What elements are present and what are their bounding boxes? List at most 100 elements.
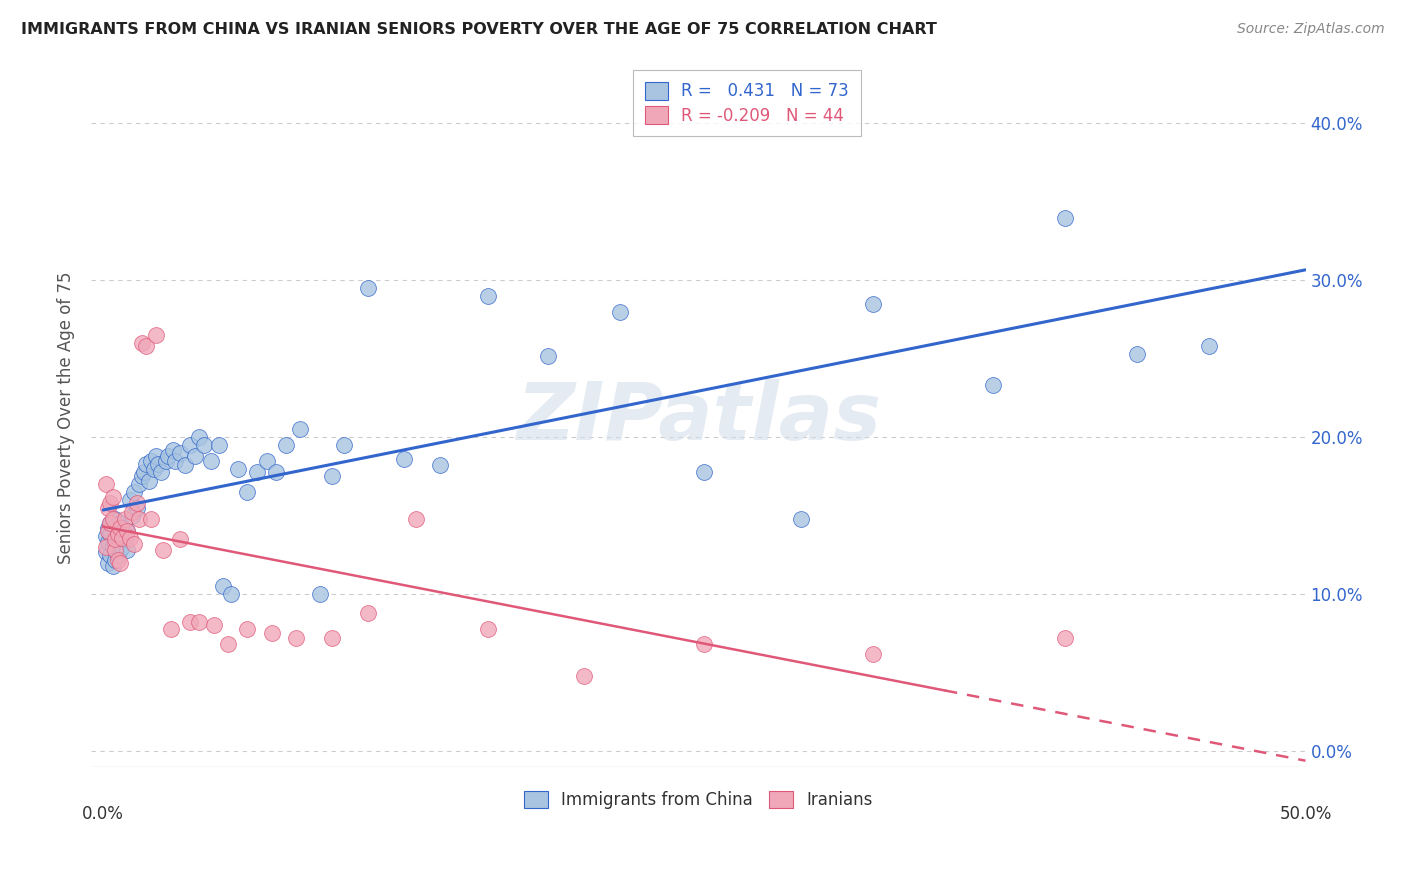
Point [100, 516, 122, 531]
Point [107, 527, 129, 541]
Point [108, 556, 131, 570]
Point [162, 442, 184, 457]
Point [124, 485, 146, 500]
Point [94, 529, 117, 543]
Point [256, 453, 278, 467]
Point [101, 540, 124, 554]
Point [108, 521, 131, 535]
Point [104, 512, 127, 526]
Point [149, 465, 172, 479]
Point [101, 512, 124, 526]
Point [200, 453, 222, 467]
Point [138, 474, 160, 488]
Point [94, 477, 117, 491]
Point [125, 500, 148, 515]
Point [693, 637, 716, 651]
Point [246, 465, 269, 479]
Point [179, 438, 201, 452]
Point [131, 336, 153, 351]
Point [108, 516, 131, 531]
Point [572, 668, 595, 682]
Point [392, 452, 415, 467]
Point [100, 496, 122, 510]
Point [183, 449, 205, 463]
Point [114, 532, 136, 546]
Point [101, 558, 124, 573]
Point [274, 438, 297, 452]
Point [429, 458, 451, 473]
Point [290, 422, 312, 436]
Point [477, 289, 499, 303]
Point [121, 508, 143, 523]
Point [188, 430, 211, 444]
Point [131, 469, 153, 483]
Point [321, 469, 343, 483]
Point [226, 461, 249, 475]
Text: 50.0%: 50.0% [1279, 805, 1331, 823]
Point [212, 579, 235, 593]
Point [537, 349, 560, 363]
Point [101, 490, 124, 504]
Point [111, 521, 134, 535]
Point [169, 446, 191, 460]
Point [145, 449, 167, 463]
Point [1198, 339, 1220, 353]
Point [124, 537, 146, 551]
Point [97, 521, 120, 535]
Point [159, 622, 181, 636]
Point [236, 485, 259, 500]
Point [169, 532, 191, 546]
Point [202, 618, 225, 632]
Point [142, 461, 165, 475]
Point [104, 532, 127, 546]
Point [132, 465, 155, 479]
Point [104, 543, 127, 558]
Point [609, 304, 631, 318]
Point [118, 531, 141, 545]
Text: ZIPatlas: ZIPatlas [516, 378, 880, 457]
Point [145, 328, 167, 343]
Point [107, 524, 129, 539]
Point [97, 524, 120, 539]
Point [219, 587, 242, 601]
Point [97, 556, 120, 570]
Text: 0.0%: 0.0% [82, 805, 124, 823]
Point [97, 500, 120, 515]
Point [207, 438, 229, 452]
Point [100, 527, 122, 541]
Point [693, 465, 716, 479]
Point [115, 524, 138, 539]
Point [165, 453, 187, 467]
Point [135, 339, 157, 353]
Legend: Immigrants from China, Iranians: Immigrants from China, Iranians [516, 783, 880, 818]
Point [128, 512, 150, 526]
Point [111, 531, 134, 545]
Point [266, 465, 288, 479]
Point [357, 606, 380, 620]
Point [152, 543, 174, 558]
Point [284, 631, 307, 645]
Point [107, 548, 129, 562]
Point [104, 537, 127, 551]
Point [179, 615, 201, 630]
Point [121, 506, 143, 520]
Point [321, 631, 343, 645]
Point [94, 544, 117, 558]
Point [100, 516, 122, 531]
Point [981, 378, 1004, 392]
Point [118, 492, 141, 507]
Point [141, 453, 163, 467]
Point [155, 453, 177, 467]
Point [217, 637, 239, 651]
Point [141, 512, 163, 526]
Y-axis label: Seniors Poverty Over the Age of 75: Seniors Poverty Over the Age of 75 [58, 271, 75, 564]
Point [260, 626, 283, 640]
Point [94, 540, 117, 554]
Point [332, 438, 354, 452]
Point [104, 552, 127, 566]
Point [236, 622, 259, 636]
Point [157, 449, 180, 463]
Point [97, 535, 120, 549]
Point [789, 512, 811, 526]
Point [100, 548, 122, 562]
